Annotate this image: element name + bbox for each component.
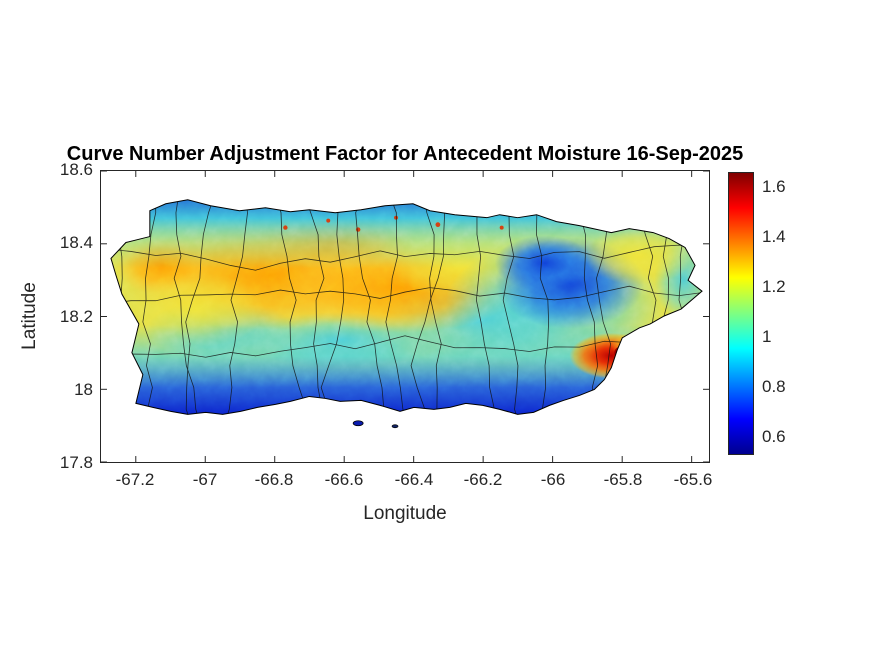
colorbar <box>728 172 754 455</box>
x-axis-tick-label: -66.8 <box>254 470 294 489</box>
noise-texture <box>110 199 703 415</box>
colorbar-tick-label: 0.6 <box>762 427 786 446</box>
x-axis-label: Longitude <box>363 503 447 524</box>
x-axis-tick-label: -66.4 <box>394 470 434 489</box>
y-axis-tick-label: 18.6 <box>59 160 93 179</box>
puerto-rico-map <box>101 171 709 462</box>
colorbar-tick-label: 1.4 <box>762 227 786 246</box>
y-axis-tick-label: 17.8 <box>59 453 93 472</box>
x-axis-tick-label: -67 <box>192 470 218 489</box>
y-axis-tick-label: 18.4 <box>59 233 93 252</box>
colorbar-tick-label: 0.8 <box>762 377 786 396</box>
figure-title: Curve Number Adjustment Factor for Antec… <box>66 143 744 165</box>
y-axis-tick-label: 18 <box>74 380 93 399</box>
x-axis-tick-label: -65.8 <box>603 470 643 489</box>
islet-south <box>352 420 364 427</box>
colorbar-tick-label: 1.6 <box>762 177 786 196</box>
x-axis-tick-label: -66.2 <box>463 470 503 489</box>
x-axis-tick-label: -66.6 <box>324 470 364 489</box>
x-axis-tick-label: -65.6 <box>673 470 713 489</box>
y-axis-tick-label: 18.2 <box>59 307 93 326</box>
colorbar-tick-label: 1.2 <box>762 277 786 296</box>
x-axis-tick-label: -67.2 <box>115 470 155 489</box>
colorbar-tick-label: 1 <box>762 327 772 346</box>
axis-ticks <box>101 171 709 462</box>
islet-small <box>391 424 399 429</box>
heatmap-layers <box>110 199 703 415</box>
x-axis-tick-label: -66 <box>540 470 566 489</box>
plot-area <box>100 170 710 463</box>
